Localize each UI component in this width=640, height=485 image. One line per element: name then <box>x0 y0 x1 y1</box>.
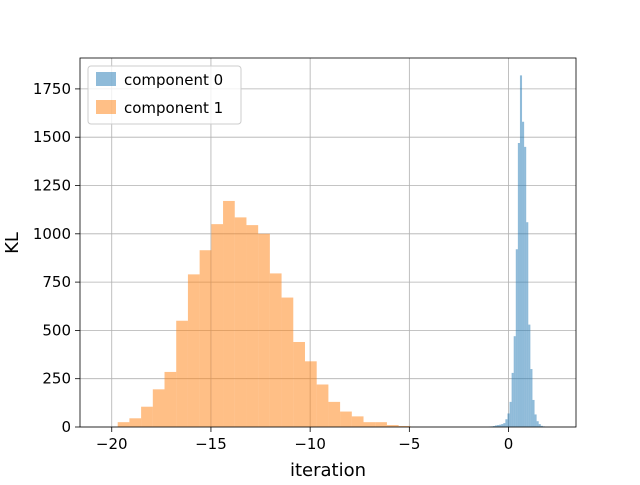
histogram-bar-component-0 <box>510 402 512 427</box>
y-tick-label: 1750 <box>33 80 71 98</box>
histogram-bar-component-0 <box>522 122 524 427</box>
histogram-bar-component-1 <box>270 273 282 427</box>
histogram-bar-component-0 <box>507 413 509 427</box>
histogram-bar-component-1 <box>282 298 294 427</box>
histogram-bar-component-0 <box>512 373 514 427</box>
histogram-bar-component-1 <box>129 418 141 427</box>
histogram-bar-component-1 <box>246 225 258 427</box>
histogram-bar-component-1 <box>305 361 317 427</box>
histogram-bar-component-1 <box>176 321 188 427</box>
x-tick-label: −15 <box>195 435 227 453</box>
y-tick-label: 1250 <box>33 177 71 195</box>
histogram-bar-component-1 <box>211 224 223 427</box>
histogram-bar-component-1 <box>118 422 130 427</box>
histogram-bar-component-0 <box>532 400 534 427</box>
histogram-bar-component-1 <box>352 416 364 427</box>
histogram-bar-component-0 <box>505 419 507 427</box>
legend-label-component-1: component 1 <box>124 99 223 117</box>
x-tick-label: −20 <box>96 435 128 453</box>
legend-label-component-0: component 0 <box>124 71 223 89</box>
histogram-bar-component-0 <box>524 147 526 427</box>
x-tick-label: 0 <box>504 435 514 453</box>
y-tick-label: 500 <box>42 321 71 339</box>
x-axis-label: iteration <box>290 460 366 480</box>
histogram-bar-component-0 <box>516 249 518 427</box>
histogram-bar-component-0 <box>518 143 520 427</box>
histogram-bar-component-1 <box>317 384 329 427</box>
y-tick-label: 250 <box>42 370 71 388</box>
histogram-bar-component-1 <box>235 217 247 427</box>
legend-swatch-component-1 <box>96 100 116 114</box>
histogram-bar-component-1 <box>340 412 352 427</box>
histogram-bar-component-0 <box>537 421 539 427</box>
histogram-bar-component-0 <box>526 222 528 427</box>
y-tick-label: 1500 <box>33 128 71 146</box>
histogram-bar-component-0 <box>514 336 516 427</box>
histogram-bar-component-1 <box>200 250 212 427</box>
y-tick-label: 1000 <box>33 225 71 243</box>
histogram-bar-component-1 <box>153 389 165 427</box>
histogram-bar-component-1 <box>141 407 153 427</box>
x-tick-label: −10 <box>294 435 326 453</box>
histogram-bar-component-1 <box>364 422 376 427</box>
histogram-bar-component-0 <box>530 369 532 427</box>
histogram-bar-component-1 <box>375 422 387 427</box>
y-tick-label: 750 <box>42 273 71 291</box>
y-tick-label: 0 <box>61 418 71 436</box>
legend: component 0 component 1 <box>88 66 241 124</box>
histogram-bar-component-1 <box>165 372 177 427</box>
histogram-bar-component-0 <box>528 325 530 427</box>
histogram-bar-component-1 <box>258 234 270 427</box>
histogram-bar-component-1 <box>328 402 340 427</box>
x-tick-label: −5 <box>398 435 420 453</box>
histogram-bar-component-1 <box>188 274 200 427</box>
histogram-bar-component-1 <box>293 342 305 427</box>
histogram-bar-component-0 <box>539 424 541 427</box>
histogram-bar-component-0 <box>501 424 503 427</box>
histogram-bar-component-0 <box>503 423 505 427</box>
histogram-bar-component-0 <box>535 414 537 427</box>
histogram-bar-component-0 <box>520 75 522 427</box>
histogram-bar-component-1 <box>223 201 235 427</box>
legend-swatch-component-0 <box>96 72 116 86</box>
y-axis-label: KL <box>2 232 23 254</box>
